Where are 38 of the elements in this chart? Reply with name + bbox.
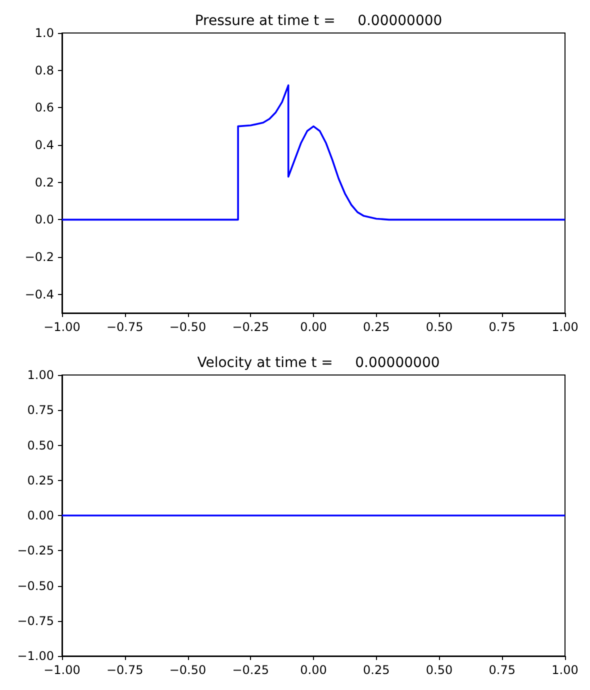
y-tick-label: 0.0 <box>34 212 54 227</box>
x-tick-label: 0.00 <box>300 320 327 334</box>
y-tick-label: 0.8 <box>34 63 54 78</box>
chart-title: Velocity at time t = 0.00000000 <box>197 355 440 371</box>
y-tick-label: 1.0 <box>34 26 54 40</box>
x-tick-label: −1.00 <box>44 320 80 334</box>
x-tick-label: −0.25 <box>232 663 270 677</box>
y-tick-label: −0.2 <box>24 250 54 264</box>
x-tick-label: −0.50 <box>169 663 206 677</box>
y-tick-label: −0.50 <box>17 578 54 593</box>
y-tick-label: 0.6 <box>34 100 54 115</box>
x-tick-label: 0.25 <box>363 663 390 677</box>
x-tick-label: 0.25 <box>363 320 390 334</box>
y-tick-label: −0.25 <box>17 544 54 558</box>
x-tick-label: −1.00 <box>44 663 80 677</box>
x-tick-label: 0.50 <box>426 663 453 677</box>
y-tick-label: 1.00 <box>27 368 54 382</box>
y-tick-label: −0.4 <box>24 287 54 302</box>
y-tick-label: 0.25 <box>27 473 54 488</box>
y-tick-label: −0.75 <box>17 614 54 628</box>
y-tick-label: 0.50 <box>27 438 54 452</box>
x-tick-label: −0.75 <box>106 320 144 334</box>
y-tick-label: 0.75 <box>27 403 54 418</box>
x-tick-label: 0.75 <box>488 320 516 334</box>
x-tick-label: −0.75 <box>106 663 144 677</box>
y-tick-label: 0.00 <box>27 508 54 522</box>
chart-title: Pressure at time t = 0.00000000 <box>194 13 442 29</box>
x-tick-label: −0.25 <box>232 320 270 334</box>
x-tick-label: 0.00 <box>300 663 327 677</box>
x-tick-label: 1.00 <box>552 663 578 677</box>
x-tick-label: 0.75 <box>488 663 516 677</box>
line-series <box>61 84 566 221</box>
x-tick-label: −0.50 <box>169 320 206 334</box>
y-tick-label: 0.2 <box>34 175 54 190</box>
y-tick-label: −1.00 <box>17 649 54 663</box>
x-tick-label: 1.00 <box>552 320 578 334</box>
y-tick-label: 0.4 <box>34 138 54 152</box>
x-tick-label: 0.50 <box>426 320 453 334</box>
